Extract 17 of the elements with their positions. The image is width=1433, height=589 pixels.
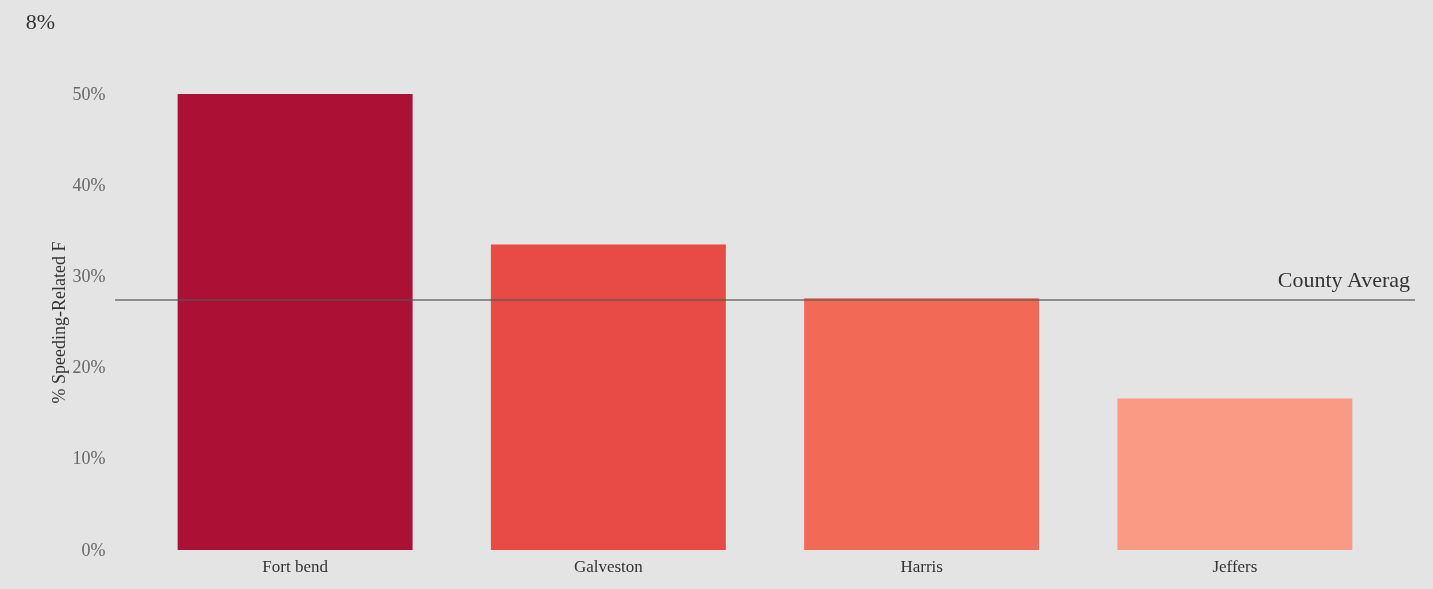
y-axis-title: % Speeding-Related F: [48, 241, 69, 404]
ref-line-label: County Averag: [1277, 267, 1410, 293]
bar: [177, 94, 413, 550]
bar: [1117, 398, 1353, 550]
y-tick-label: 0%: [81, 539, 106, 560]
y-tick-label: 10%: [72, 448, 106, 469]
bar: [490, 244, 726, 550]
y-tick-label: 30%: [72, 265, 106, 286]
text: 8%: [25, 9, 55, 34]
bar: [804, 298, 1040, 550]
x-tick-label: Jeffers: [1212, 556, 1258, 576]
y-tick-label: 50%: [72, 83, 106, 104]
x-tick-label: Galveston: [573, 556, 644, 576]
x-tick-label: Harris: [900, 556, 943, 576]
y-tick-label: 20%: [72, 357, 106, 378]
x-tick-label: Fort bend: [262, 556, 329, 576]
y-tick-label: 40%: [72, 174, 106, 195]
